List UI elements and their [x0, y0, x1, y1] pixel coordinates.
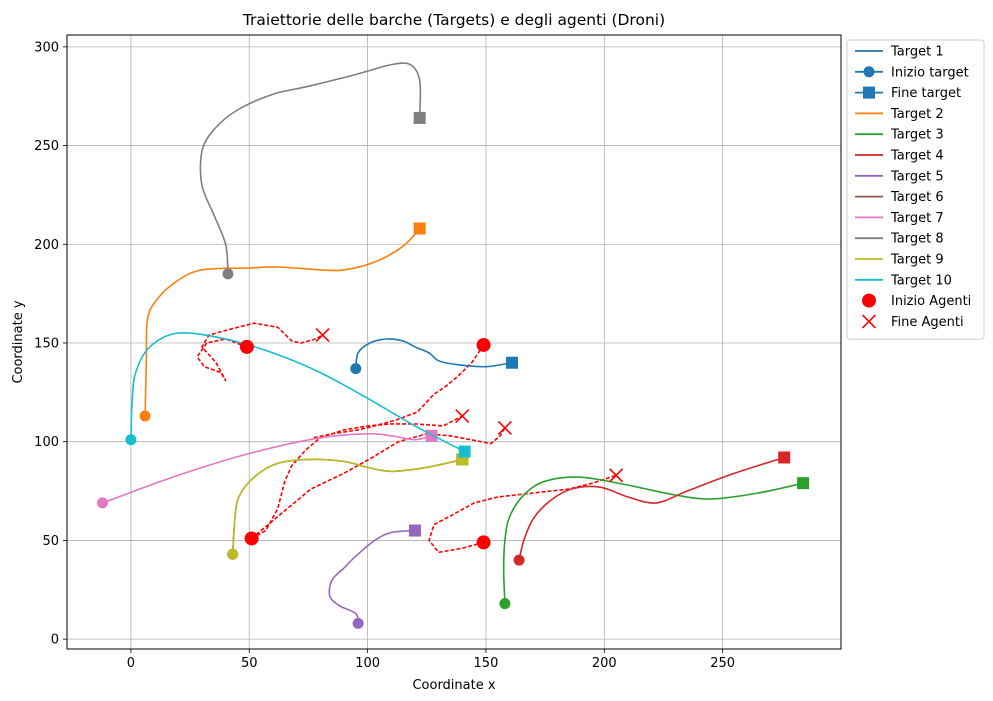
x-tick-label: 0 — [127, 656, 135, 671]
legend-label: Inizio Agenti — [891, 294, 971, 309]
y-tick-label: 250 — [34, 139, 59, 154]
x-tick-label: 200 — [592, 656, 617, 671]
legend-item-target-9: Target 9 — [855, 253, 944, 268]
y-tick-label: 300 — [34, 40, 59, 55]
legend-item-fine-target: Fine target — [855, 86, 961, 101]
target-4-end-marker — [778, 451, 791, 464]
agent-path — [251, 427, 506, 540]
x-tick-label: 100 — [355, 656, 380, 671]
target-7-start-marker — [97, 497, 109, 509]
x-tick-label: 150 — [474, 656, 499, 671]
chart-title: Traiettorie delle barche (Targets) e deg… — [242, 11, 665, 29]
y-tick-label: 150 — [34, 336, 59, 351]
target-2-line — [144, 227, 421, 417]
target-10-end-marker — [458, 445, 471, 458]
legend-item-target-2: Target 2 — [855, 107, 944, 122]
legend-label: Target 9 — [890, 253, 944, 268]
legend-label: Target 8 — [890, 232, 944, 247]
x-tick-label: 50 — [241, 656, 258, 671]
legend-label: Target 2 — [890, 107, 944, 122]
legend-item-target-1: Target 1 — [855, 45, 944, 60]
target-3-end-marker — [797, 477, 810, 490]
legend-item-inizio-agenti: Inizio Agenti — [862, 293, 971, 309]
agent-path — [196, 322, 323, 382]
agent-end-stroke — [315, 328, 330, 343]
legend-box — [846, 39, 985, 340]
legend-label: Target 10 — [890, 273, 952, 288]
target-8-end-marker — [413, 111, 426, 124]
target-5-start-marker — [352, 617, 364, 629]
target-5-line — [328, 529, 415, 624]
legend-item-target-10: Target 10 — [855, 273, 952, 288]
agent-end-stroke — [497, 420, 512, 435]
target-9-start-marker — [227, 548, 239, 560]
legend-item-target-5: Target 5 — [855, 169, 944, 184]
series-layer — [97, 62, 810, 629]
legend-item-target-6: Target 6 — [855, 190, 944, 205]
target-2-start-marker — [139, 410, 151, 422]
legend-label: Target 5 — [890, 169, 944, 184]
target-4-line — [518, 456, 785, 561]
legend-label: Target 3 — [890, 128, 944, 143]
target-4-start-marker — [513, 554, 525, 566]
legend-item-inizio-target: Inizio target — [855, 65, 969, 80]
legend-item-fine-agenti: Fine Agenti — [861, 314, 964, 330]
target-8-line — [199, 62, 422, 274]
y-axis-label: Coordinate y — [11, 300, 26, 383]
legend-item-target-8: Target 8 — [855, 232, 944, 247]
y-tick-label: 0 — [51, 633, 59, 648]
agent-start-marker — [239, 339, 254, 354]
agent-end-marker — [315, 328, 330, 343]
agent-end-marker — [497, 420, 512, 435]
x-tick-label: 250 — [710, 656, 735, 671]
agent-path — [313, 344, 485, 439]
target-9-line — [231, 458, 463, 555]
legend-marker — [862, 293, 876, 308]
legend-label: Inizio target — [891, 65, 969, 80]
agent-end-stroke — [455, 408, 470, 424]
legend-marker — [863, 86, 875, 99]
legend-item-target-7: Target 7 — [855, 211, 944, 226]
legend-label: Target 7 — [890, 211, 944, 226]
target-7-line — [102, 432, 432, 504]
target-10-line — [130, 332, 466, 453]
target-6-line — [231, 458, 463, 555]
legend-label: Target 1 — [890, 45, 944, 60]
y-tick-label: 100 — [34, 435, 59, 450]
x-axis-label: Coordinate x — [412, 678, 495, 693]
y-tick-label: 50 — [42, 534, 59, 549]
agent-start-marker — [476, 337, 491, 352]
agent-end-marker — [609, 468, 624, 483]
target-10-start-marker — [125, 434, 137, 446]
legend-item-target-4: Target 4 — [855, 149, 944, 164]
grid-lines — [67, 35, 841, 649]
target-2-end-marker — [413, 222, 426, 235]
legend-label: Target 6 — [890, 190, 944, 205]
target-1-start-marker — [350, 363, 362, 375]
legend-item-target-3: Target 3 — [855, 128, 944, 143]
legend-label: Fine target — [891, 86, 961, 101]
agent-end-marker — [455, 408, 470, 424]
target-1-end-marker — [505, 356, 518, 369]
agent-start-marker — [476, 535, 491, 550]
plot-area — [66, 34, 842, 650]
legend: Target 1 Inizio target Fine target Target 2… — [846, 39, 985, 340]
agent-end-stroke — [609, 468, 624, 483]
agent-start-marker — [244, 531, 259, 546]
target-3-line — [502, 476, 804, 604]
legend-marker — [861, 314, 877, 329]
target-7-end-marker — [425, 429, 438, 442]
target-8-start-marker — [222, 268, 234, 280]
target-5-end-marker — [408, 524, 421, 537]
legend-marker — [863, 66, 875, 78]
axis-ticks: 0 50 100 150 200 250 0 50 100 150 200 250 300 — [34, 40, 735, 671]
legend-label: Target 4 — [890, 149, 944, 164]
target-1-line — [355, 338, 513, 369]
target-3-start-marker — [499, 598, 511, 610]
y-tick-label: 200 — [34, 238, 59, 253]
legend-label: Fine Agenti — [891, 315, 964, 330]
